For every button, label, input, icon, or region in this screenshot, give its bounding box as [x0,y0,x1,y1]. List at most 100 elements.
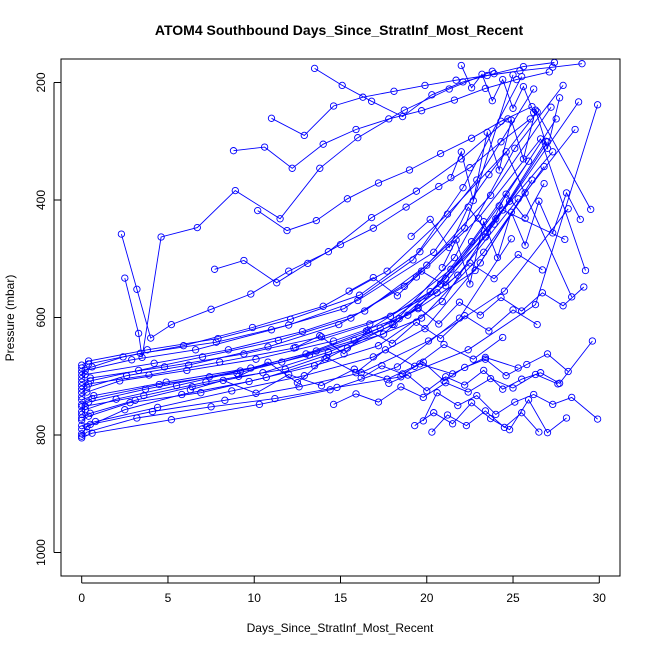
series-14 [78,137,550,419]
data-point [562,189,571,197]
data-point [521,189,529,197]
data-point [519,62,528,71]
data-point [547,103,555,111]
data-point [354,296,362,305]
x-axis-label: Days_Since_StratInf_Most_Recent [247,621,434,635]
series-line [81,118,557,405]
data-point [417,267,426,275]
data-point [78,382,86,390]
data-point [78,434,86,442]
data-point [78,396,86,404]
data-point [578,60,586,68]
data-point [483,71,491,80]
data-point [509,384,517,392]
data-point [264,343,272,351]
data-point [502,190,510,198]
data-point [90,391,98,400]
x-axis: 0 5 10 15 20 25 30 [78,576,606,605]
data-point [576,215,584,224]
data-point [469,355,477,363]
data-point [464,346,472,354]
series-line [450,97,561,201]
data-point [580,283,588,291]
data-point [317,382,326,390]
data-point [530,108,538,117]
data-point [514,250,522,259]
data-point [530,85,538,93]
data-point [490,275,498,283]
data-point [440,340,448,349]
data-point [442,379,450,387]
data-point [271,394,279,403]
series-30 [419,389,602,425]
series-36 [438,189,584,288]
data-point [495,166,503,174]
series-line [271,63,583,136]
data-point [476,311,484,319]
data-point [448,370,457,378]
data-point [416,360,424,368]
data-point [549,148,557,156]
data-point [581,266,590,275]
series-line [81,111,592,369]
series-line [81,85,564,421]
data-point [447,265,455,273]
data-point [424,337,433,345]
data-point [383,375,391,383]
data-point [543,350,552,358]
data-point [288,164,296,172]
series-line [81,208,569,430]
data-point [447,174,455,182]
data-point [224,346,233,354]
series-line [388,340,593,392]
data-point [421,325,429,333]
y-tick-label: 200 [34,72,48,92]
data-point [383,267,391,275]
data-point [240,350,248,358]
data-point [531,300,540,309]
series-line [348,254,543,297]
data-point [343,195,352,203]
x-tick-label: 25 [506,591,520,605]
data-point [333,383,341,392]
data-point [285,267,293,275]
series-22 [117,115,512,342]
data-point [254,206,262,215]
data-point [486,191,495,199]
data-point [507,208,515,216]
data-point [78,421,86,430]
data-point [499,206,507,214]
data-point [240,256,248,265]
data-point [350,365,358,373]
data-point [343,344,352,352]
series-31 [428,407,543,436]
data-point [459,184,467,192]
data-point [300,131,308,140]
data-point [559,302,567,310]
data-point [291,343,300,352]
data-point [400,106,408,114]
data-point [545,68,553,76]
data-point [499,75,507,84]
data-point [352,125,360,134]
data-point [549,229,557,237]
data-point [421,81,429,90]
data-point [443,411,452,419]
data-point [264,358,272,366]
data-point [157,233,165,241]
data-point [499,333,507,342]
data-point [361,307,369,315]
data-point [485,327,493,335]
data-point [435,182,443,191]
y-tick-label: 600 [34,307,48,327]
data-point [419,417,427,425]
data-point [210,265,219,273]
data-point [416,248,424,256]
data-point [457,61,465,70]
data-point [455,298,464,306]
data-point [435,320,443,328]
y-axis-label: Pressure (mbar) [3,275,17,362]
data-point [285,370,293,379]
data-point [467,134,476,142]
data-point [402,203,410,211]
